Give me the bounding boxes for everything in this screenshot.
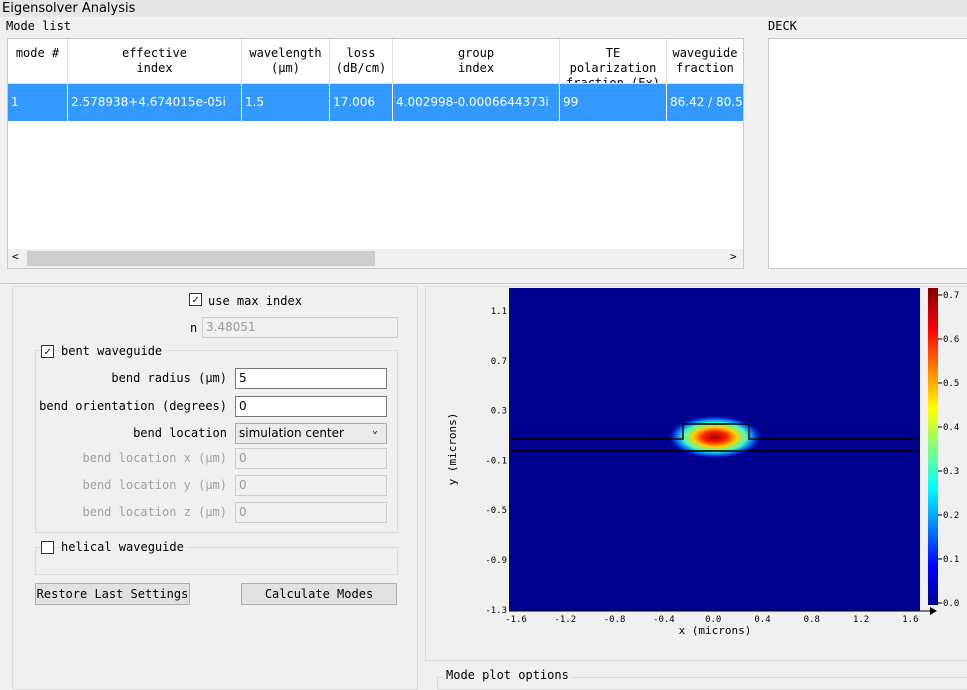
axis-arrow (930, 607, 937, 615)
column-header: TE polarization fraction (Ex) (560, 39, 667, 84)
field-label: bend location x (µm) (82, 451, 228, 465)
x-tick-label: -0.4 (653, 615, 675, 625)
scroll-left[interactable]: < (12, 250, 19, 263)
selected-row[interactable] (8, 84, 743, 121)
field-label: bend radius (µm) (111, 371, 227, 385)
scrollbar[interactable]: < > (8, 249, 743, 268)
y-tick-label: -0.9 (485, 556, 507, 566)
button[interactable]: Restore Last Settings (35, 583, 190, 605)
text-input[interactable]: 0 (235, 396, 387, 417)
table-cell[interactable]: 1 (8, 84, 68, 121)
colorbar-tick-label: 0.7 (943, 291, 959, 301)
checkbox[interactable] (41, 541, 54, 554)
colorbar-tick-label: 0.5 (943, 379, 959, 389)
x-tick-label: 0.0 (705, 615, 721, 625)
waveguide-outline (509, 423, 920, 452)
table-cell[interactable]: 17.006 (330, 84, 393, 121)
colorbar-tick-label: 0.2 (943, 511, 959, 521)
x-tick-label: -1.6 (505, 615, 527, 625)
mode-table: < > mode # effective index wavelength (µm)… (7, 38, 744, 269)
checkbox-label: bent waveguide (61, 344, 166, 358)
colorbar-tick-label: 0.4 (943, 423, 959, 433)
checkbox[interactable]: ✓ (41, 345, 54, 358)
x-tick-label: 0.8 (804, 615, 820, 625)
y-tick-label: -0.1 (485, 456, 507, 466)
dropdown[interactable]: simulation center (235, 423, 387, 444)
x-tick-label: -0.8 (604, 615, 626, 625)
deck-panel (768, 38, 967, 269)
x-tick-label: -1.2 (554, 615, 576, 625)
table-cell[interactable]: 99 (560, 84, 667, 121)
scrollbar-thumb[interactable] (27, 251, 375, 266)
group-title: Mode list (6, 19, 72, 33)
dropdown-arrow: ⌄ (372, 425, 379, 436)
helical-group (35, 547, 398, 575)
plot-panel (425, 286, 967, 661)
checkbox-label: use max index (208, 294, 302, 308)
checkbox-label: helical waveguide (61, 540, 187, 554)
field-label: bend location z (µm) (82, 505, 228, 519)
x-tick-label: 1.2 (853, 615, 869, 625)
colorbar (928, 288, 938, 605)
field-label: bend location y (µm) (82, 478, 228, 492)
colorbar-tick-label: 0.6 (943, 335, 959, 345)
settings-panel: ✓ use max index n 3.48051 ✓ bent wavegui… (12, 286, 418, 690)
splitter[interactable] (0, 283, 967, 284)
y-axis-label: y (microns) (446, 413, 459, 486)
table-cell[interactable]: 4.002998-0.0006644373i (393, 84, 560, 121)
x-tick-label: 1.6 (902, 615, 918, 625)
mode-profile (667, 415, 763, 459)
text-input: 0 (235, 448, 387, 469)
y-tick-label: 0.3 (491, 407, 507, 417)
scroll-right[interactable]: > (730, 250, 737, 263)
mode-plot: x (microns) y (microns) -1.6 -1.2 -0.8 -0.4… (446, 288, 959, 637)
colorbar-tick-label: 0.1 (943, 555, 959, 565)
bent-group (35, 350, 398, 533)
column-header: waveguide fraction (667, 39, 743, 84)
text-input[interactable]: 5 (235, 368, 387, 389)
text-input: 0 (235, 475, 387, 496)
text-input: 0 (235, 502, 387, 523)
group-title: DECK (768, 19, 797, 33)
table-cell[interactable]: 1.5 (242, 84, 330, 121)
table-cell[interactable]: 2.578938+4.674015e-05i (68, 84, 242, 121)
column-header: effective index (68, 39, 242, 84)
field-label: n (190, 321, 198, 335)
column-header: loss (dB/cm) (330, 39, 393, 84)
column-header: wavelength (µm) (242, 39, 330, 84)
y-tick-label: 0.7 (491, 357, 507, 367)
group-title: Mode plot options (444, 668, 571, 682)
field-label: bend location (133, 426, 227, 440)
y-tick-label: -1.3 (485, 606, 507, 616)
table-cell[interactable]: 86.42 / 80.5 (667, 84, 743, 121)
window-title: Eigensolver Analysis (0, 0, 967, 17)
checkbox[interactable]: ✓ (189, 293, 202, 306)
y-tick-label: -0.5 (485, 506, 507, 516)
column-header: mode # (8, 39, 68, 84)
y-tick-label: 1.1 (491, 307, 507, 317)
x-tick-label: 0.4 (754, 615, 770, 625)
colorbar-tick-label: 0.3 (943, 467, 959, 477)
colorbar-tick-label: 0.0 (943, 599, 959, 609)
x-axis-label: x (microns) (679, 624, 752, 637)
column-header: group index (393, 39, 560, 84)
field-label: bend orientation (degrees) (39, 399, 227, 413)
n-input: 3.48051 (202, 317, 398, 338)
button[interactable]: Calculate Modes (241, 583, 397, 605)
